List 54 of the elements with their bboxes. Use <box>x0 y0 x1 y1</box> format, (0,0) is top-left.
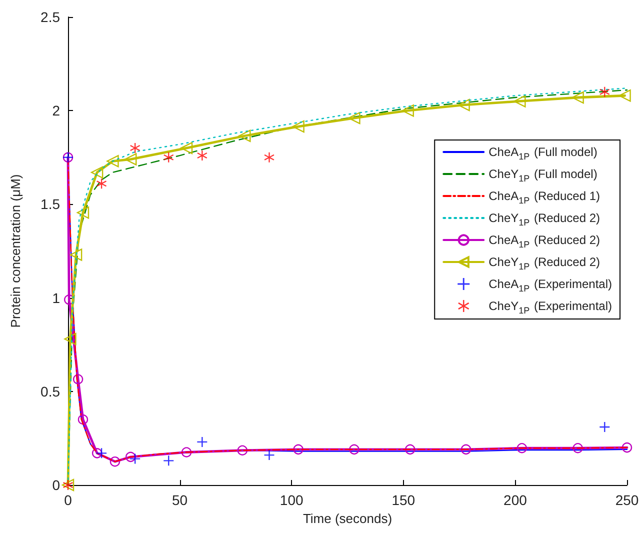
point <box>164 152 174 162</box>
point <box>126 452 136 462</box>
point <box>130 143 140 154</box>
point <box>96 448 107 458</box>
point <box>197 436 208 447</box>
x-tick-label: 0 <box>64 492 72 508</box>
point <box>572 91 584 104</box>
point <box>164 456 174 466</box>
point <box>90 166 104 178</box>
y-tick-label: 0 <box>52 477 60 493</box>
point <box>181 447 192 458</box>
point <box>238 130 251 142</box>
point <box>124 153 137 166</box>
x-tick-label: 150 <box>392 492 416 508</box>
point <box>78 414 88 425</box>
y-tick-label: 1 <box>52 290 60 306</box>
point <box>514 95 526 108</box>
x-tick-label: 200 <box>504 492 528 508</box>
x-tick-label: 250 <box>615 492 639 508</box>
point <box>264 152 274 162</box>
point <box>348 112 360 124</box>
point <box>460 444 472 455</box>
x-tick-label: 50 <box>172 492 188 508</box>
x-axis-title: Time (seconds) <box>302 510 392 526</box>
point <box>349 444 360 455</box>
y-tick-label: 2 <box>52 102 60 119</box>
point <box>618 90 631 102</box>
point <box>96 178 107 189</box>
point <box>405 444 416 455</box>
point <box>622 442 632 453</box>
y-tick-label: 2.5 <box>40 9 60 25</box>
point <box>197 150 208 161</box>
point <box>106 155 119 168</box>
point <box>516 443 528 454</box>
point <box>92 448 102 458</box>
point <box>292 120 304 133</box>
point <box>293 444 304 455</box>
y-tick-label: 0.5 <box>40 383 60 400</box>
point <box>264 450 274 460</box>
point <box>458 98 470 112</box>
point <box>72 374 84 384</box>
y-tick-label: 1.5 <box>40 196 60 212</box>
point <box>402 104 414 117</box>
point <box>180 142 193 154</box>
point <box>600 86 610 97</box>
point <box>572 443 583 454</box>
y-axis-title: Protein concentration (μM) <box>8 174 23 328</box>
point <box>70 248 82 261</box>
point <box>130 454 140 464</box>
point <box>237 445 248 456</box>
point <box>110 456 120 467</box>
point <box>76 206 90 219</box>
x-tick-label: 100 <box>280 492 304 508</box>
point <box>64 332 76 346</box>
